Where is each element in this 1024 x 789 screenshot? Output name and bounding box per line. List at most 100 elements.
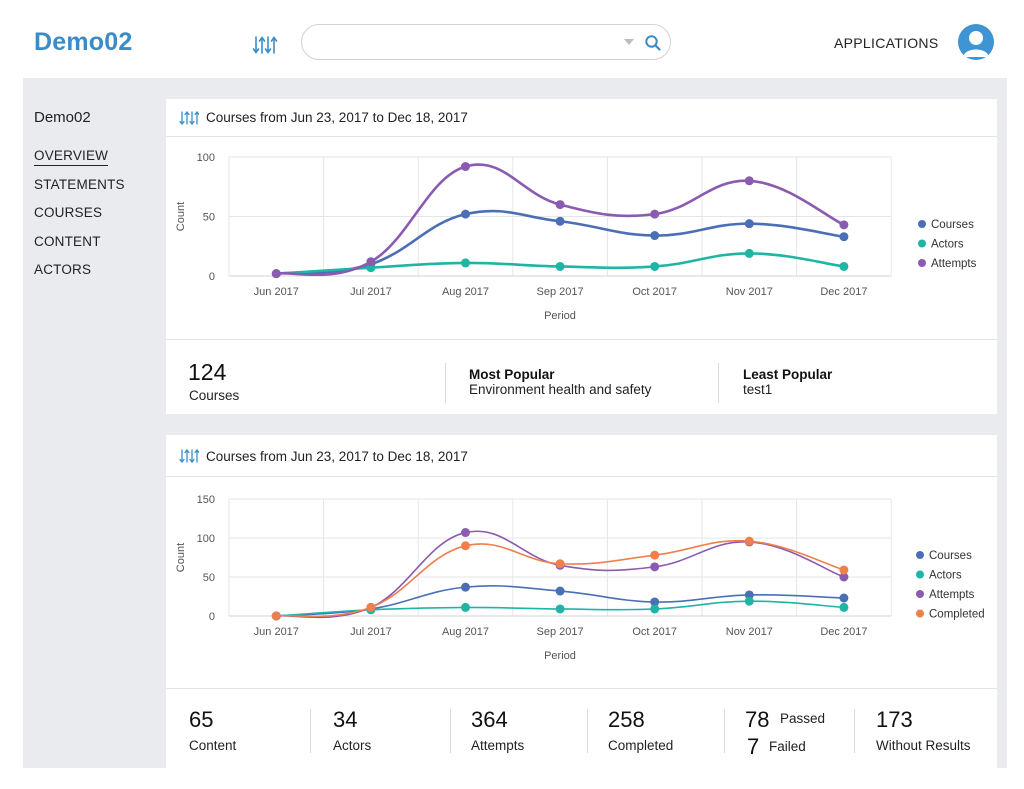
legend-label: Courses <box>931 219 974 231</box>
data-point[interactable] <box>839 220 849 230</box>
content-count: 65 <box>189 707 214 732</box>
series-actors <box>271 248 849 279</box>
legend-item-completed[interactable]: Completed <box>916 609 985 621</box>
data-point[interactable] <box>650 604 660 614</box>
series-actors <box>271 596 849 621</box>
data-point[interactable] <box>839 602 849 612</box>
data-point[interactable] <box>650 261 660 271</box>
data-point[interactable] <box>366 257 376 267</box>
data-point[interactable] <box>650 550 660 560</box>
divider <box>310 709 311 753</box>
legend-label: Actors <box>929 570 962 582</box>
data-point[interactable] <box>461 209 470 219</box>
without-results-count: 173 <box>876 707 913 732</box>
least-popular-value[interactable]: test1 <box>743 382 773 397</box>
sort-arrows-icon[interactable] <box>179 110 199 126</box>
divider <box>445 363 446 403</box>
data-point[interactable] <box>744 590 754 600</box>
card-title: Courses from Jun 23, 2017 to Dec 18, 201… <box>206 449 468 464</box>
most-popular-label: Most Popular <box>469 367 555 382</box>
data-point[interactable] <box>839 261 849 271</box>
sidebar-item-actors[interactable]: ACTORS <box>34 262 92 277</box>
data-point[interactable] <box>555 604 565 614</box>
legend-swatch <box>916 590 924 598</box>
completed-count: 258 <box>608 707 645 732</box>
x-tick-label: Dec 2017 <box>820 286 867 298</box>
legend-item-courses[interactable]: Courses <box>918 219 974 231</box>
data-point[interactable] <box>839 232 849 242</box>
data-point[interactable] <box>461 541 470 551</box>
y-axis-label: Count <box>175 202 187 231</box>
data-point[interactable] <box>839 593 849 603</box>
data-point[interactable] <box>555 200 565 210</box>
y-axis-label: Count <box>175 543 187 572</box>
data-point[interactable] <box>650 597 660 607</box>
data-point[interactable] <box>461 162 470 172</box>
y-tick-label: 0 <box>209 611 215 623</box>
y-tick-label: 50 <box>203 212 215 224</box>
data-point[interactable] <box>461 258 470 268</box>
y-tick-label: 0 <box>209 271 215 283</box>
activity-summary-card: Courses from Jun 23, 2017 to Dec 18, 201… <box>166 435 997 768</box>
data-point[interactable] <box>461 582 470 592</box>
brand-logo[interactable]: Demo02 <box>34 28 133 56</box>
data-point[interactable] <box>461 602 470 612</box>
x-tick-label: Jul 2017 <box>350 286 392 298</box>
sidebar-item-overview[interactable]: OVERVIEW <box>34 148 125 177</box>
legend-item-attempts[interactable]: Attempts <box>918 258 977 270</box>
actors-count-label: Actors <box>333 738 372 753</box>
data-point[interactable] <box>366 602 376 612</box>
legend-item-attempts[interactable]: Attempts <box>916 589 975 601</box>
x-tick-label: Jun 2017 <box>254 286 299 298</box>
data-point[interactable] <box>271 611 281 621</box>
app-header: Demo02 APPLICATIONS <box>0 0 1024 78</box>
failed-count: 7 <box>747 734 760 759</box>
data-point[interactable] <box>744 596 754 606</box>
x-axis-label: Period <box>544 650 576 662</box>
data-point[interactable] <box>744 176 754 186</box>
legend-swatch <box>916 609 924 618</box>
data-point[interactable] <box>461 528 470 538</box>
completed-count-label: Completed <box>608 738 674 753</box>
data-point[interactable] <box>555 559 565 569</box>
legend-label: Completed <box>929 609 985 621</box>
data-point[interactable] <box>555 261 565 271</box>
sidebar-item-courses[interactable]: COURSES <box>34 205 103 220</box>
data-point[interactable] <box>839 572 849 582</box>
divider <box>166 688 997 689</box>
legend-item-actors[interactable]: Actors <box>918 239 964 251</box>
sidebar-item-statements[interactable]: STATEMENTS <box>34 176 125 192</box>
search-input[interactable] <box>318 33 608 53</box>
line-chart: 0 50 100 Jun 2017 Jul 2017 Aug 2017 Sep 2017 Oc… <box>175 152 977 322</box>
y-tick-label: 100 <box>197 152 215 164</box>
legend-item-courses[interactable]: Courses <box>916 550 972 562</box>
data-point[interactable] <box>650 231 660 241</box>
data-point[interactable] <box>650 209 660 219</box>
least-popular-label: Least Popular <box>743 367 833 382</box>
x-tick-label: Oct 2017 <box>632 286 677 298</box>
data-point[interactable] <box>744 248 754 258</box>
data-point[interactable] <box>271 269 281 279</box>
attempts-count: 364 <box>471 707 508 732</box>
sort-arrows-icon[interactable] <box>252 34 278 56</box>
x-tick-label: Dec 2017 <box>820 626 867 638</box>
most-popular-value[interactable]: Environment health and safety <box>469 382 652 397</box>
sort-arrows-icon[interactable] <box>179 448 199 464</box>
sidebar-item-content[interactable]: CONTENT <box>34 233 101 249</box>
caret-down-icon[interactable] <box>624 39 634 45</box>
data-point[interactable] <box>555 216 565 226</box>
data-point[interactable] <box>744 219 754 229</box>
data-point[interactable] <box>744 536 754 546</box>
data-point[interactable] <box>839 565 849 575</box>
search-icon[interactable] <box>644 34 662 52</box>
data-point[interactable] <box>650 562 660 572</box>
legend-label: Attempts <box>929 589 975 601</box>
legend-item-actors[interactable]: Actors <box>916 570 962 582</box>
x-tick-label: Oct 2017 <box>632 626 677 638</box>
data-point[interactable] <box>555 586 565 596</box>
x-tick-label: Jul 2017 <box>350 626 392 638</box>
search-box <box>301 24 671 60</box>
user-avatar-icon[interactable] <box>958 24 994 60</box>
applications-link[interactable]: APPLICATIONS <box>834 35 939 51</box>
legend-label: Attempts <box>931 258 977 270</box>
